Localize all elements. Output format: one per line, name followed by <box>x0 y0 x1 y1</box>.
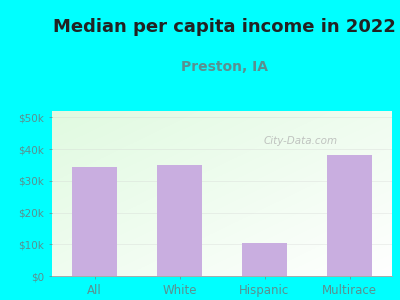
Text: City-Data.com: City-Data.com <box>263 136 337 146</box>
Bar <box>72 167 117 276</box>
Bar <box>242 243 286 276</box>
Bar <box>158 165 202 276</box>
Text: Median per capita income in 2022: Median per capita income in 2022 <box>52 18 396 36</box>
Bar <box>327 155 372 276</box>
Text: Preston, IA: Preston, IA <box>180 60 268 74</box>
